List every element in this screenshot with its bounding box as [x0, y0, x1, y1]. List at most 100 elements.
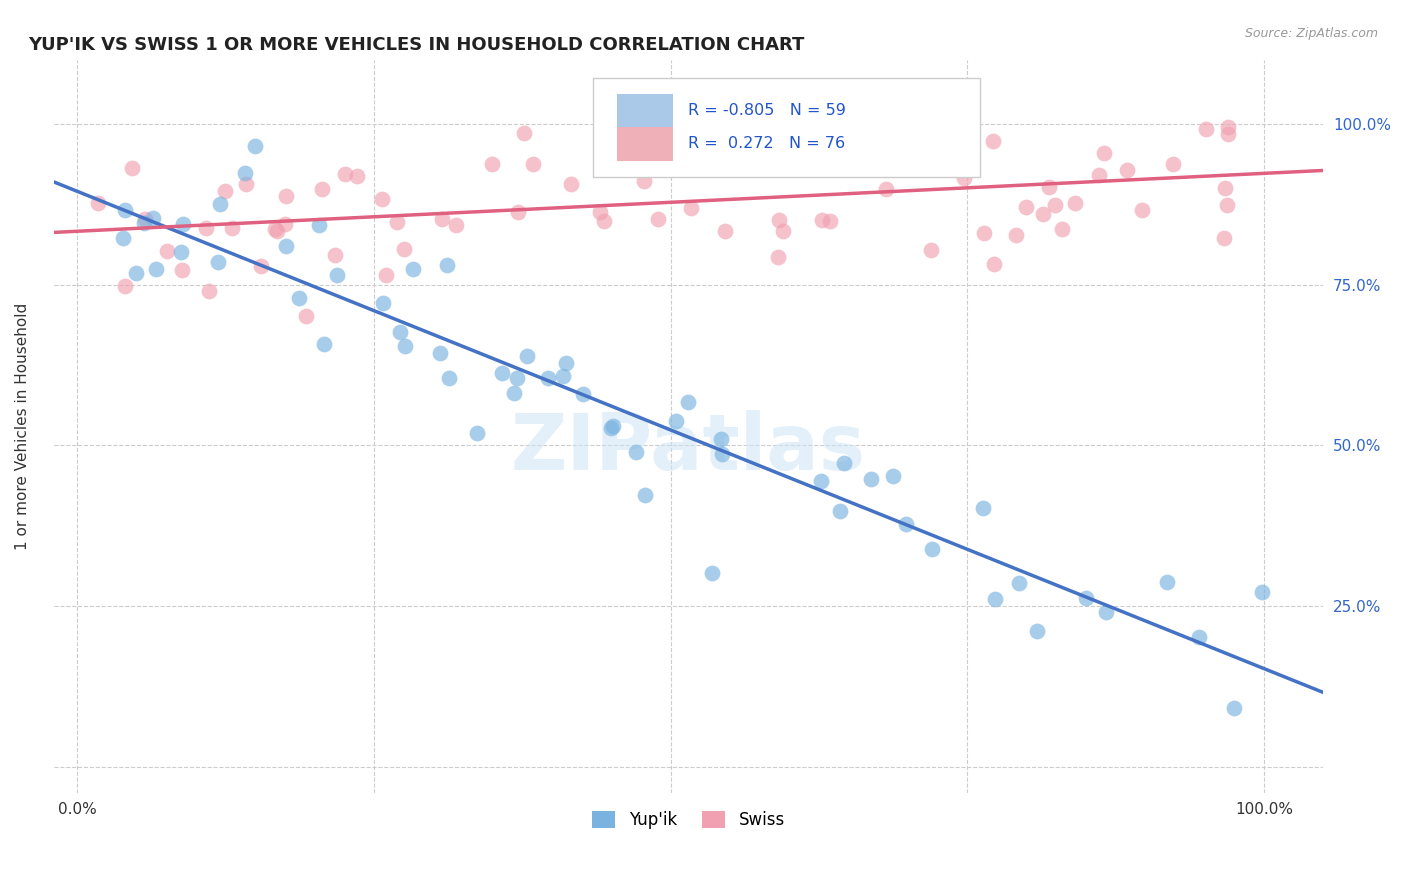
- Y-axis label: 1 or more Vehicles in Household: 1 or more Vehicles in Household: [15, 302, 30, 549]
- Point: [87, 195, 110, 210]
- Point: [953, 117, 976, 131]
- Point: [634, 488, 657, 502]
- Point: [1038, 179, 1060, 194]
- Point: [624, 444, 647, 458]
- Point: [437, 371, 460, 385]
- Text: R = -0.805   N = 59: R = -0.805 N = 59: [689, 103, 846, 119]
- Point: [233, 166, 256, 180]
- Point: [626, 141, 648, 155]
- Point: [1043, 197, 1066, 211]
- Point: [1161, 157, 1184, 171]
- Point: [1032, 207, 1054, 221]
- Point: [429, 345, 451, 359]
- Point: [1216, 198, 1239, 212]
- Point: [503, 386, 526, 401]
- Point: [1063, 195, 1085, 210]
- Point: [197, 285, 219, 299]
- Point: [551, 369, 574, 384]
- Point: [481, 157, 503, 171]
- Point: [921, 117, 943, 131]
- Text: Source: ZipAtlas.com: Source: ZipAtlas.com: [1244, 27, 1378, 40]
- Point: [896, 516, 918, 531]
- Point: [609, 145, 631, 160]
- Point: [665, 414, 688, 428]
- Point: [112, 231, 135, 245]
- Legend: Yup'ik, Swiss: Yup'ik, Swiss: [585, 804, 792, 836]
- Point: [333, 167, 356, 181]
- Point: [370, 192, 392, 206]
- Point: [981, 135, 1004, 149]
- Point: [1092, 146, 1115, 161]
- Point: [589, 205, 612, 219]
- Point: [676, 394, 699, 409]
- Point: [465, 425, 488, 440]
- Point: [810, 474, 832, 488]
- Point: [506, 205, 529, 219]
- Point: [593, 213, 616, 227]
- Text: ZIPatlas: ZIPatlas: [510, 410, 866, 486]
- Point: [984, 591, 1007, 606]
- Point: [555, 355, 578, 369]
- Point: [430, 212, 453, 227]
- Text: YUP'IK VS SWISS 1 OR MORE VEHICLES IN HOUSEHOLD CORRELATION CHART: YUP'IK VS SWISS 1 OR MORE VEHICLES IN HO…: [28, 36, 804, 54]
- Point: [1218, 127, 1240, 141]
- Point: [1188, 631, 1211, 645]
- Point: [810, 213, 832, 227]
- Point: [436, 258, 458, 272]
- Point: [387, 215, 409, 229]
- Point: [444, 219, 467, 233]
- Point: [1130, 202, 1153, 217]
- Point: [1050, 221, 1073, 235]
- Point: [235, 178, 257, 192]
- Point: [1195, 121, 1218, 136]
- Point: [266, 224, 288, 238]
- Point: [830, 504, 852, 518]
- Point: [647, 212, 669, 227]
- FancyBboxPatch shape: [593, 78, 980, 177]
- Point: [156, 244, 179, 259]
- Point: [170, 263, 193, 277]
- Point: [633, 174, 655, 188]
- Point: [516, 349, 538, 363]
- Point: [145, 262, 167, 277]
- Point: [921, 541, 943, 556]
- Point: [288, 291, 311, 305]
- Point: [537, 371, 560, 385]
- Point: [875, 181, 897, 195]
- Point: [1088, 168, 1111, 182]
- Point: [1156, 574, 1178, 589]
- Point: [882, 469, 904, 483]
- Point: [1026, 624, 1049, 639]
- Point: [658, 119, 681, 133]
- Point: [1095, 606, 1118, 620]
- Point: [1216, 120, 1239, 135]
- Point: [388, 325, 411, 339]
- Point: [323, 248, 346, 262]
- Point: [250, 259, 273, 273]
- Point: [766, 250, 789, 264]
- Point: [264, 221, 287, 235]
- Point: [245, 139, 267, 153]
- Point: [786, 153, 808, 167]
- Point: [274, 217, 297, 231]
- Point: [939, 117, 962, 131]
- Point: [700, 566, 723, 580]
- Point: [772, 224, 794, 238]
- Point: [1008, 575, 1031, 590]
- Point: [346, 169, 368, 183]
- Point: [491, 366, 513, 380]
- Point: [560, 177, 582, 191]
- Point: [394, 242, 416, 256]
- Point: [207, 255, 229, 269]
- Point: [295, 310, 318, 324]
- Point: [124, 266, 146, 280]
- Point: [710, 447, 733, 461]
- Point: [1005, 228, 1028, 243]
- Point: [172, 217, 194, 231]
- Point: [1251, 585, 1274, 599]
- Point: [599, 420, 621, 434]
- Point: [209, 196, 232, 211]
- Point: [506, 371, 529, 385]
- Point: [308, 218, 330, 232]
- Point: [571, 387, 593, 401]
